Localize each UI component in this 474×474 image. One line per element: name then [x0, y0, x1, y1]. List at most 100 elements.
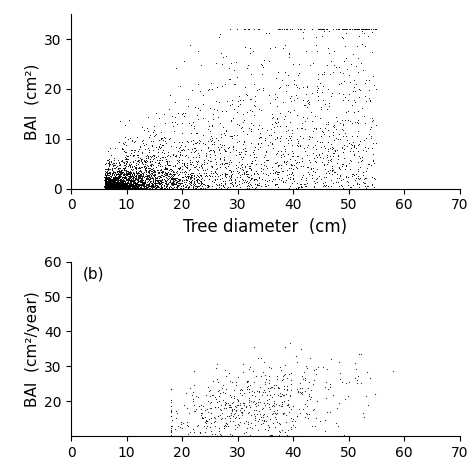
Point [182, 171, 189, 178]
Point [106, 184, 113, 192]
Point [179, 129, 186, 137]
Point [335, 155, 342, 163]
Point [299, 28, 306, 36]
Point [112, 176, 120, 184]
Point [236, 178, 243, 185]
Point [102, 183, 110, 191]
Point [142, 184, 150, 192]
Point [316, 151, 323, 159]
Point [122, 155, 129, 163]
Point [180, 432, 188, 440]
Point [178, 165, 186, 173]
Point [153, 177, 161, 184]
Point [251, 97, 259, 105]
Point [151, 168, 159, 175]
Point [300, 96, 307, 104]
Point [102, 178, 109, 185]
Point [101, 171, 109, 178]
Point [318, 128, 325, 135]
Point [283, 382, 291, 390]
Point [138, 185, 146, 192]
Point [216, 119, 224, 127]
Point [172, 99, 179, 106]
Point [104, 184, 111, 191]
Point [105, 158, 113, 165]
Point [188, 179, 195, 186]
Point [118, 176, 125, 183]
Point [113, 181, 121, 189]
Point [125, 184, 133, 191]
Point [346, 26, 354, 33]
Point [140, 157, 147, 164]
Point [167, 412, 175, 419]
Point [133, 151, 141, 158]
Point [131, 183, 138, 191]
Point [117, 179, 124, 187]
Point [361, 112, 368, 119]
Point [273, 135, 281, 142]
Point [151, 184, 158, 191]
Point [151, 182, 159, 190]
Point [110, 184, 118, 191]
Point [297, 175, 305, 182]
Point [176, 180, 184, 187]
Point [102, 179, 110, 186]
Point [118, 183, 125, 191]
Point [123, 181, 131, 189]
Point [182, 176, 190, 183]
Point [129, 165, 137, 173]
Point [137, 177, 145, 184]
Point [373, 26, 380, 33]
Point [112, 175, 120, 183]
Point [173, 176, 180, 184]
Point [114, 175, 121, 183]
Point [242, 168, 249, 176]
Point [122, 159, 129, 167]
Point [255, 387, 263, 394]
Point [293, 412, 301, 420]
Point [131, 184, 138, 191]
Point [220, 141, 228, 149]
Point [341, 93, 349, 101]
Point [362, 76, 370, 83]
Point [339, 148, 347, 155]
Point [114, 172, 122, 180]
Point [103, 178, 110, 186]
Point [110, 179, 118, 186]
Point [275, 431, 283, 439]
Point [232, 381, 240, 389]
Point [290, 161, 297, 168]
Point [225, 160, 233, 167]
Point [354, 179, 361, 187]
Point [264, 426, 272, 434]
Point [167, 427, 175, 434]
Point [361, 29, 368, 37]
Point [188, 171, 196, 178]
Point [232, 176, 239, 184]
Point [167, 184, 175, 191]
Point [201, 176, 208, 183]
Point [149, 168, 157, 175]
Point [341, 42, 348, 50]
Point [163, 170, 170, 177]
Point [280, 26, 288, 33]
Point [218, 181, 225, 189]
Point [102, 175, 110, 183]
Point [173, 143, 180, 151]
Point [128, 172, 135, 180]
Point [226, 156, 233, 164]
Point [353, 42, 361, 49]
Point [121, 182, 129, 189]
Point [113, 182, 121, 190]
Point [105, 179, 112, 187]
Point [117, 182, 125, 190]
Point [108, 183, 116, 191]
Point [354, 119, 362, 127]
Point [149, 178, 157, 185]
Point [121, 174, 129, 182]
Point [155, 183, 162, 191]
Point [128, 182, 135, 189]
Point [107, 176, 115, 184]
Point [131, 180, 139, 187]
Point [114, 175, 122, 183]
